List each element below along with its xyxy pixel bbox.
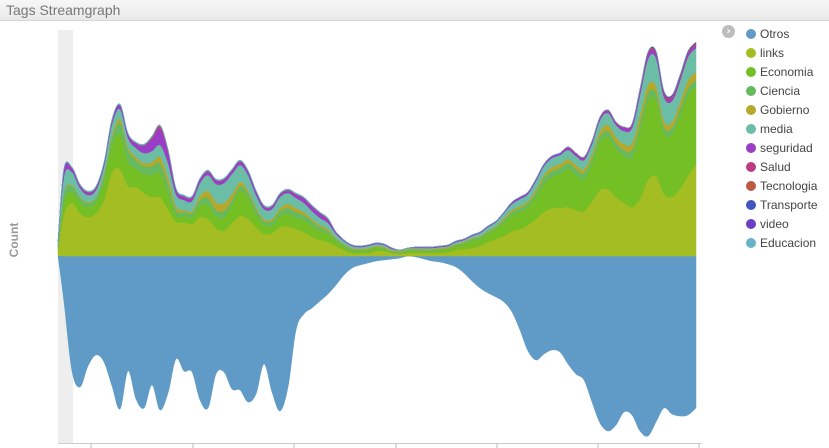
legend-item-gobierno[interactable]: Gobierno <box>746 100 818 119</box>
legend-label: Tecnologia <box>760 178 818 193</box>
stream-layer-otros[interactable] <box>57 255 697 437</box>
legend-label: links <box>760 45 785 60</box>
legend-swatch <box>746 104 756 115</box>
legend-label: media <box>760 121 793 136</box>
legend-swatch <box>746 237 756 248</box>
legend-swatch <box>746 85 756 96</box>
legend-item-video[interactable]: video <box>746 214 818 233</box>
legend-label: video <box>760 216 789 231</box>
legend-label: Economia <box>760 64 814 79</box>
legend-item-ciencia[interactable]: Ciencia <box>746 81 818 100</box>
legend-swatch <box>746 142 756 153</box>
legend-label: seguridad <box>760 140 813 155</box>
legend-item-transporte[interactable]: Transporte <box>746 195 818 214</box>
streamgraph-chart[interactable] <box>0 0 720 448</box>
legend-swatch <box>746 66 756 77</box>
legend-swatch <box>746 218 756 229</box>
legend-list: Otros links Economia Ciencia Gobierno media se… <box>746 24 818 252</box>
legend-item-seguridad[interactable]: seguridad <box>746 138 818 157</box>
legend-label: Gobierno <box>760 102 810 117</box>
legend-swatch <box>746 161 756 172</box>
x-axis-ticks <box>90 443 700 448</box>
legend-label: Salud <box>760 159 791 174</box>
legend-label: Educacion <box>760 235 817 250</box>
legend-item-salud[interactable]: Salud <box>746 157 818 176</box>
legend-swatch <box>746 123 756 134</box>
stream-layer-educacion[interactable] <box>57 41 697 251</box>
legend-item-media[interactable]: media <box>746 119 818 138</box>
legend-swatch <box>746 199 756 210</box>
legend-item-tecnologia[interactable]: Tecnologia <box>746 176 818 195</box>
legend-item-otros[interactable]: Otros <box>746 24 818 43</box>
legend-label: Transporte <box>760 197 818 212</box>
legend-item-links[interactable]: links <box>746 43 818 62</box>
legend-item-economia[interactable]: Economia <box>746 62 818 81</box>
legend-label: Otros <box>760 26 790 41</box>
stream-layers <box>57 41 697 437</box>
panel-header: Tags Streamgraph <box>0 0 829 21</box>
panel-title: Tags Streamgraph <box>6 2 121 18</box>
legend-swatch <box>746 47 756 58</box>
legend-item-educacion[interactable]: Educacion <box>746 233 818 252</box>
legend-swatch <box>746 180 756 191</box>
legend-label: Ciencia <box>760 83 801 98</box>
legend-swatch <box>746 28 756 39</box>
legend-toggle-icon[interactable]: › <box>722 25 735 38</box>
